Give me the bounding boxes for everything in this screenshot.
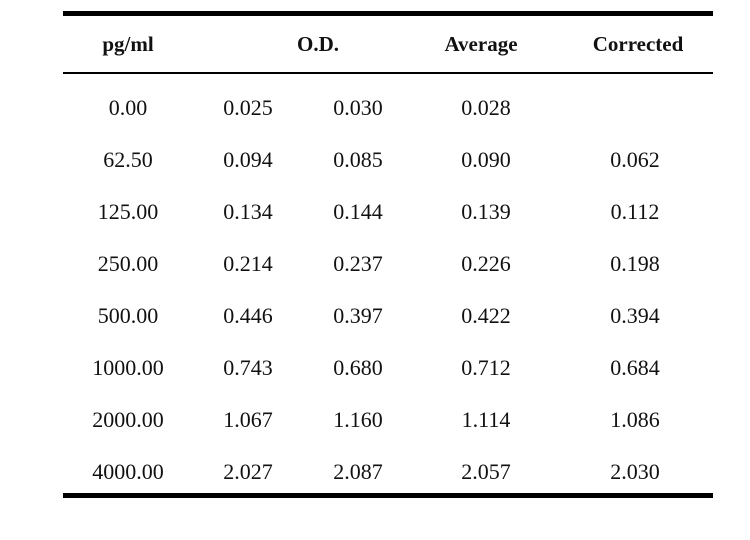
table-header-row: pg/ml O.D. Average Corrected xyxy=(63,16,713,72)
table-row: 0.00 0.025 0.030 0.028 xyxy=(63,82,713,134)
cell-corrected: 0.684 xyxy=(610,355,660,380)
cell-concentration: 500.00 xyxy=(97,303,159,328)
cell-concentration: 1000.00 xyxy=(92,355,164,380)
cell-od-2: 1.160 xyxy=(333,407,383,432)
cell-corrected: 1.086 xyxy=(610,407,660,432)
cell-od-1: 1.067 xyxy=(223,407,273,432)
od-table: pg/ml O.D. Average Corrected 0.00 0.025 0.… xyxy=(63,11,713,498)
cell-concentration: 4000.00 xyxy=(92,459,164,484)
header-average: Average xyxy=(444,31,518,56)
cell-concentration: 0.00 xyxy=(108,95,148,120)
cell-average: 0.422 xyxy=(461,303,511,328)
cell-concentration: 2000.00 xyxy=(92,407,164,432)
table-body: 0.00 0.025 0.030 0.028 62.50 0.094 0.085 0.090 0… xyxy=(63,74,713,498)
table-row: 4000.00 2.027 2.087 2.057 2.030 xyxy=(63,446,713,498)
table-bottom-rule xyxy=(63,493,713,498)
cell-corrected: 0.062 xyxy=(610,147,660,172)
cell-average: 0.028 xyxy=(461,95,511,120)
cell-concentration: 125.00 xyxy=(97,199,159,224)
cell-od-1: 0.743 xyxy=(223,355,273,380)
cell-od-2: 0.397 xyxy=(333,303,383,328)
table-header-rule xyxy=(63,72,713,74)
cell-od-2: 0.144 xyxy=(333,199,383,224)
cell-corrected: 2.030 xyxy=(610,459,660,484)
table-row: 500.00 0.446 0.397 0.422 0.394 xyxy=(63,290,713,342)
cell-od-2: 0.680 xyxy=(333,355,383,380)
cell-corrected xyxy=(585,82,685,134)
cell-concentration: 62.50 xyxy=(103,147,153,172)
table-top-rule xyxy=(63,11,713,16)
cell-concentration: 250.00 xyxy=(97,251,159,276)
table-row: 62.50 0.094 0.085 0.090 0.062 xyxy=(63,134,713,186)
header-od: O.D. xyxy=(297,31,339,56)
cell-corrected: 0.394 xyxy=(610,303,660,328)
header-concentration: pg/ml xyxy=(102,31,154,56)
cell-od-2: 0.237 xyxy=(333,251,383,276)
cell-corrected: 0.112 xyxy=(610,199,660,224)
cell-od-1: 2.027 xyxy=(223,459,273,484)
cell-average: 0.712 xyxy=(461,355,511,380)
cell-od-1: 0.446 xyxy=(223,303,273,328)
cell-od-1: 0.134 xyxy=(223,199,273,224)
table-row: 2000.00 1.067 1.160 1.114 1.086 xyxy=(63,394,713,446)
cell-od-1: 0.094 xyxy=(223,147,273,172)
cell-average: 2.057 xyxy=(461,459,511,484)
cell-average: 0.139 xyxy=(461,199,511,224)
table-row: 125.00 0.134 0.144 0.139 0.112 xyxy=(63,186,713,238)
cell-od-2: 0.085 xyxy=(333,147,383,172)
table-row: 1000.00 0.743 0.680 0.712 0.684 xyxy=(63,342,713,394)
cell-od-1: 0.214 xyxy=(223,251,273,276)
cell-average: 0.226 xyxy=(461,251,511,276)
header-corrected: Corrected xyxy=(592,31,684,56)
cell-od-2: 2.087 xyxy=(333,459,383,484)
cell-od-2: 0.030 xyxy=(333,95,383,120)
cell-average: 0.090 xyxy=(461,147,511,172)
cell-average: 1.114 xyxy=(461,407,511,432)
cell-od-1: 0.025 xyxy=(223,95,273,120)
cell-corrected: 0.198 xyxy=(610,251,660,276)
table-row: 250.00 0.214 0.237 0.226 0.198 xyxy=(63,238,713,290)
